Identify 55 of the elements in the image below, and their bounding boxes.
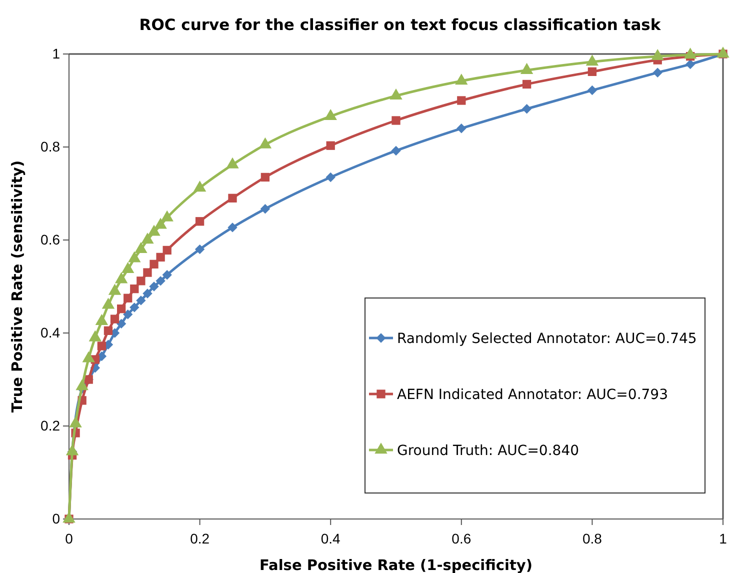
point xyxy=(136,276,146,286)
point xyxy=(97,342,106,350)
point xyxy=(130,284,139,294)
point xyxy=(143,268,152,277)
point xyxy=(391,146,401,156)
point xyxy=(194,244,205,254)
point xyxy=(104,326,113,336)
point xyxy=(392,116,400,125)
point xyxy=(260,172,270,182)
point xyxy=(326,172,336,182)
point xyxy=(156,276,166,286)
x-tick-label: 0.6 xyxy=(452,530,472,546)
legend-label: AEFN Indicated Annotator: AUC=0.793 xyxy=(397,387,668,403)
point xyxy=(130,302,140,312)
y-tick-label: 0 xyxy=(52,510,60,526)
legend-label: Ground Truth: AUC=0.840 xyxy=(397,443,580,459)
point xyxy=(124,294,132,302)
x-tick-label: 0.2 xyxy=(190,530,210,546)
point xyxy=(162,270,172,280)
point xyxy=(149,282,159,292)
point xyxy=(156,252,165,262)
point xyxy=(136,296,146,306)
x-tick-label: 0.4 xyxy=(320,530,341,546)
y-tick-label: 0.4 xyxy=(40,324,60,340)
point xyxy=(457,96,466,105)
chart-title: ROC curve for the classifier on text focus classification task xyxy=(139,16,662,34)
point xyxy=(123,310,133,320)
y-axis-title: True Positive Rate (sensitivity) xyxy=(10,160,26,413)
point xyxy=(116,318,126,329)
y-tick-label: 0.8 xyxy=(40,138,60,154)
point xyxy=(260,204,270,214)
y-tick-label: 0.6 xyxy=(40,231,60,248)
x-tick-label: 1 xyxy=(719,530,728,546)
point xyxy=(142,288,152,298)
point xyxy=(162,246,172,255)
point xyxy=(588,67,597,76)
point xyxy=(116,304,126,314)
point xyxy=(110,314,120,324)
x-axis-title: False Positive Rate (1-specificity) xyxy=(260,558,532,573)
point xyxy=(685,59,696,70)
point xyxy=(522,104,532,114)
point xyxy=(228,222,238,232)
point xyxy=(522,80,532,89)
point xyxy=(456,124,466,134)
legend-label: Randomly Selected Annotator: AUC=0.745 xyxy=(397,331,697,347)
y-tick-label: 1 xyxy=(52,45,60,62)
point xyxy=(228,194,237,202)
point xyxy=(587,85,598,96)
point xyxy=(326,141,335,150)
y-tick-label: 0.2 xyxy=(40,417,60,434)
x-tick-label: 0 xyxy=(65,530,74,546)
x-tick-label: 0.8 xyxy=(582,530,602,546)
point xyxy=(195,217,204,226)
point xyxy=(652,68,662,78)
point xyxy=(150,260,158,269)
